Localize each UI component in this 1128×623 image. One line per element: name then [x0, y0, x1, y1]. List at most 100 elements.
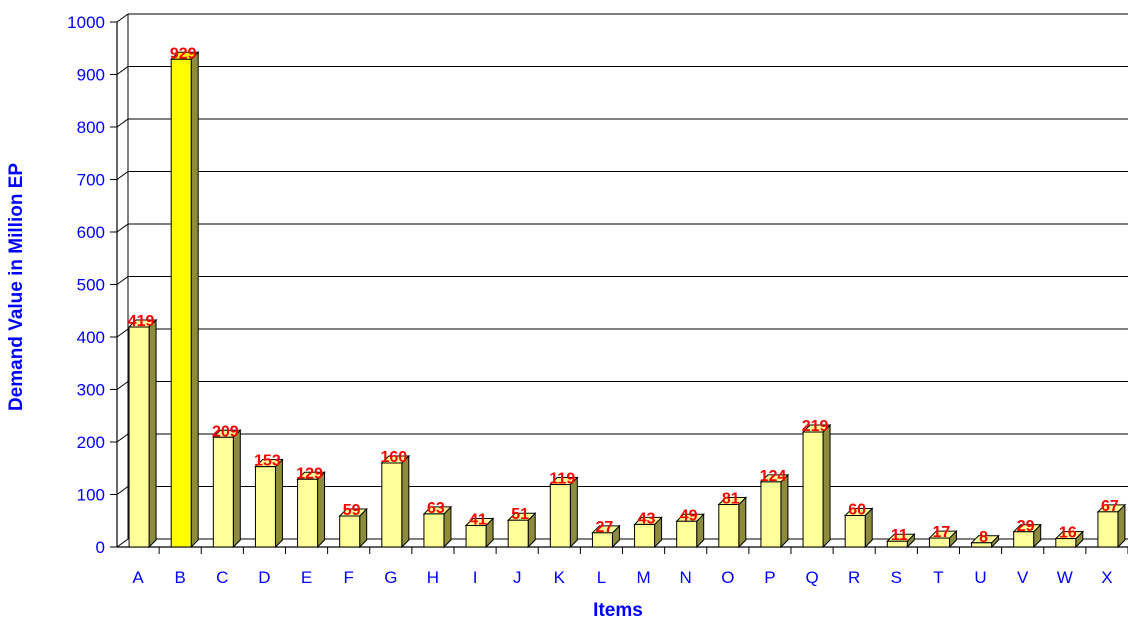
y-tick-label: 600: [77, 223, 105, 242]
data-label: 27: [596, 519, 614, 536]
bar-side: [190, 51, 199, 549]
y-tick-label: 0: [96, 538, 105, 557]
x-tick-label: V: [1017, 568, 1029, 587]
bar-side: [569, 476, 578, 549]
x-axis-title: Items: [593, 600, 643, 621]
y-tick-label: 300: [77, 381, 105, 400]
gridline-depth: [116, 276, 129, 285]
data-label: 51: [511, 506, 529, 523]
bar-front: [928, 537, 950, 548]
bar-side: [401, 454, 410, 549]
data-label: 419: [128, 313, 155, 330]
x-tick-label: M: [636, 568, 650, 587]
x-tick-label: U: [974, 568, 986, 587]
bar-front: [549, 484, 571, 548]
gridline-depth: [116, 381, 129, 390]
x-tick-label: N: [680, 568, 692, 587]
bar-Q: [801, 423, 832, 549]
x-tick-label: K: [554, 568, 566, 587]
bar-front: [1097, 511, 1119, 548]
x-tick-label: S: [891, 568, 902, 587]
gridline-depth: [116, 13, 129, 23]
data-label: 219: [802, 418, 829, 435]
bar-front: [591, 532, 613, 548]
data-label: 153: [254, 453, 281, 470]
y-tick-label: 400: [77, 328, 105, 347]
x-tick-label: B: [175, 568, 186, 587]
bars: [127, 51, 1127, 549]
bar-front: [1055, 538, 1077, 548]
x-tick-label: C: [216, 568, 228, 587]
bar-T: [928, 529, 958, 549]
y-tick-label: 100: [77, 486, 105, 505]
y-tick-label: 200: [77, 433, 105, 452]
bar-N: [675, 513, 705, 549]
bar-M: [633, 516, 663, 549]
bar-G: [380, 454, 411, 549]
bar-X: [1096, 503, 1127, 549]
data-label: 63: [427, 500, 445, 517]
bar-front: [465, 524, 487, 548]
x-tick-label: W: [1057, 568, 1073, 587]
bar-side: [780, 473, 789, 549]
x-tick-label: D: [258, 568, 270, 587]
x-tick-label: J: [513, 568, 522, 587]
bar-V: [1012, 523, 1042, 549]
bar-F: [338, 507, 368, 549]
bar-front: [507, 519, 529, 548]
gridline-depth: [116, 538, 129, 548]
gridline-depth: [116, 486, 129, 495]
bar-front: [718, 503, 740, 548]
data-label: 124: [760, 468, 787, 485]
data-label: 49: [680, 507, 698, 524]
x-tick-label: E: [301, 568, 312, 587]
y-tick-label: 700: [77, 171, 105, 190]
gridline-depth: [116, 328, 129, 338]
x-tick-label: I: [473, 568, 478, 587]
data-label: 67: [1101, 498, 1119, 515]
data-label: 11: [891, 527, 908, 544]
gridline-depth: [116, 433, 129, 443]
y-tick-label: 800: [77, 118, 105, 137]
bar-front: [297, 478, 319, 548]
gridline-depth: [116, 118, 129, 128]
bar-front: [381, 462, 403, 548]
data-label: 119: [549, 471, 575, 488]
x-tick-label: A: [132, 568, 144, 587]
gridline-depth: [116, 171, 129, 180]
bar-E: [296, 471, 326, 549]
bar-O: [717, 496, 748, 549]
data-label: 81: [722, 490, 740, 507]
data-label: 17: [933, 524, 951, 541]
data-label: 929: [170, 45, 197, 62]
bar-front: [170, 58, 192, 548]
data-label: 29: [1017, 518, 1035, 535]
bar-U: [970, 534, 1000, 549]
data-label: 43: [638, 510, 656, 527]
bar-K: [549, 476, 579, 549]
y-tick-label: 1000: [67, 13, 105, 32]
bar-side: [148, 318, 157, 549]
x-tick-label: R: [848, 568, 860, 587]
bar-front: [1013, 531, 1035, 548]
bar-R: [843, 507, 874, 549]
bar-side: [738, 496, 747, 549]
bar-L: [591, 524, 621, 549]
data-label: 41: [469, 511, 487, 528]
x-tick-label: T: [933, 568, 943, 587]
data-labels: 419 929 209 153 129 59 160 63 41 51 119 27 43 49 81 124…: [128, 45, 1119, 546]
data-label: 8: [979, 529, 988, 546]
y-tick-label: 500: [77, 276, 105, 295]
bar-S: [886, 533, 916, 549]
bar-front: [760, 481, 782, 548]
bar-front: [212, 436, 234, 548]
y-axis-title: Demand Value in Million EP: [6, 163, 27, 411]
bar-side: [317, 471, 326, 549]
bar-W: [1054, 530, 1085, 549]
data-label: 16: [1059, 525, 1077, 542]
bar-side: [822, 423, 831, 549]
bar-front: [844, 515, 866, 548]
gridline-depth: [116, 66, 129, 75]
bar-front: [802, 431, 824, 548]
